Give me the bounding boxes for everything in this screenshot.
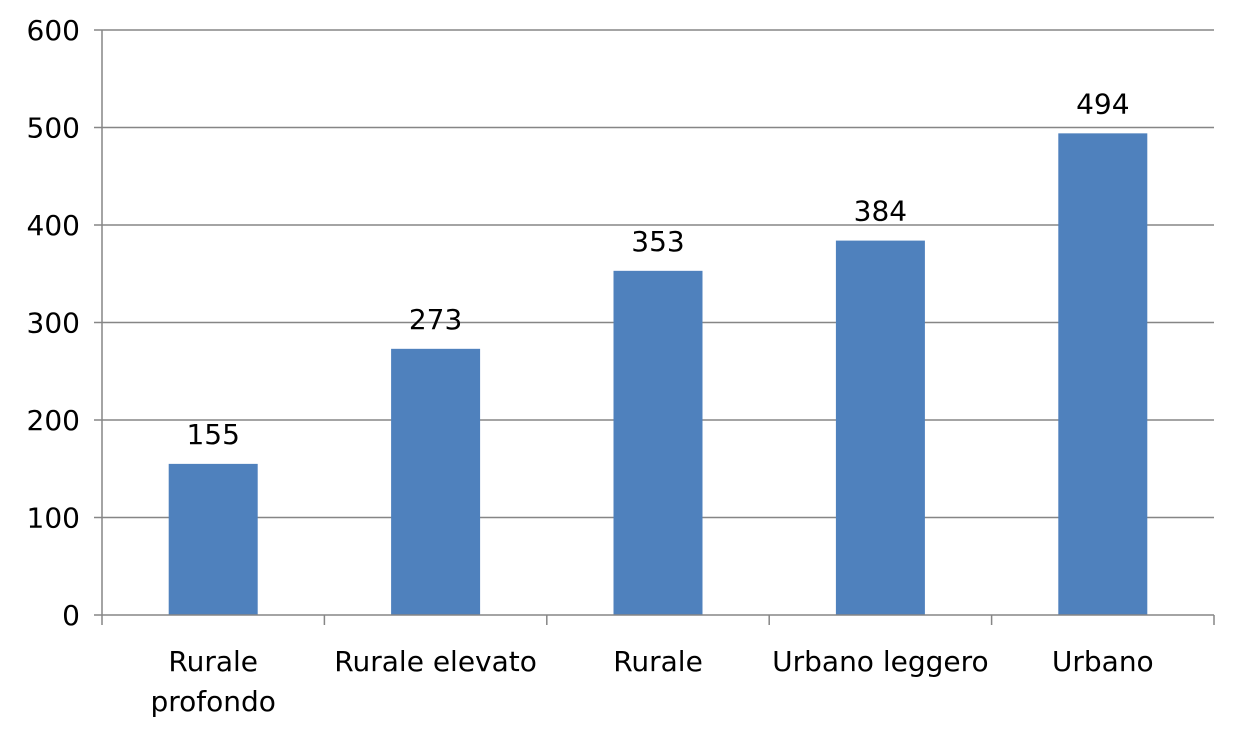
x-category-label: Rurale elevato [334,645,537,678]
data-label: 353 [631,225,684,258]
bar [1058,133,1148,615]
y-tick-label: 600 [27,14,80,47]
data-label: 273 [409,303,462,336]
bars [168,133,1148,615]
data-label: 155 [186,418,239,451]
x-category-label: Rurale [613,645,703,678]
data-label: 494 [1076,87,1129,120]
y-tick-label: 500 [27,112,80,145]
x-category-label: Urbano [1052,645,1154,678]
y-tick-label: 400 [27,209,80,242]
bar [835,240,925,615]
y-tick-label: 0 [62,599,80,632]
x-category-label: profondo [150,685,275,718]
data-label: 384 [854,195,907,228]
labels: 0 100 200 300 400 500 600 155 273 353 384 494 Rurale… [27,14,1154,718]
bar [168,463,258,615]
x-category-label: Rurale [168,645,258,678]
y-tick-label: 100 [27,502,80,535]
y-tick-label: 300 [27,307,80,340]
bar [391,348,481,615]
x-category-label: Urbano leggero [772,645,989,678]
axes [94,29,1215,625]
bar [613,270,703,615]
y-tick-label: 200 [27,404,80,437]
